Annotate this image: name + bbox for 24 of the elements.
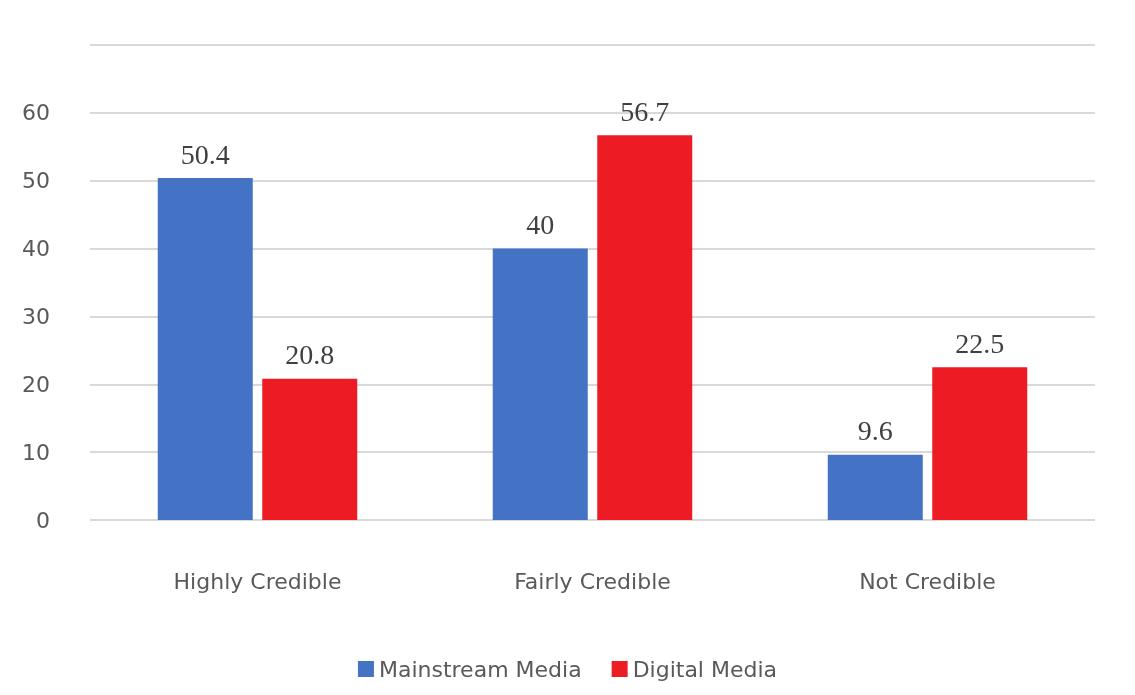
x-tick-label: Not Credible [859,568,996,594]
y-tick-label: 40 [22,236,50,262]
bar [597,135,693,520]
y-tick-label: 30 [22,303,50,329]
bar [157,178,253,520]
legend-label: Mainstream Media [378,656,582,682]
y-tick-label: 20 [22,371,50,397]
data-label: 40 [526,209,555,241]
x-tick-label: Fairly Credible [514,568,671,594]
x-tick-label: Highly Credible [173,568,342,594]
y-tick-label: 50 [22,168,50,194]
data-label: 56.7 [620,95,670,127]
data-label: 9.6 [857,415,893,447]
bar [827,454,923,520]
y-tick-label: 60 [22,100,50,126]
y-tick-label: 0 [36,507,50,533]
bar [262,378,358,520]
data-label: 20.8 [285,339,335,371]
legend-label: Digital Media [632,656,778,682]
bar [932,367,1028,520]
bar [492,248,588,520]
data-label: 50.4 [180,138,230,170]
data-label: 22.5 [955,327,1005,359]
y-tick-label: 10 [22,439,50,465]
